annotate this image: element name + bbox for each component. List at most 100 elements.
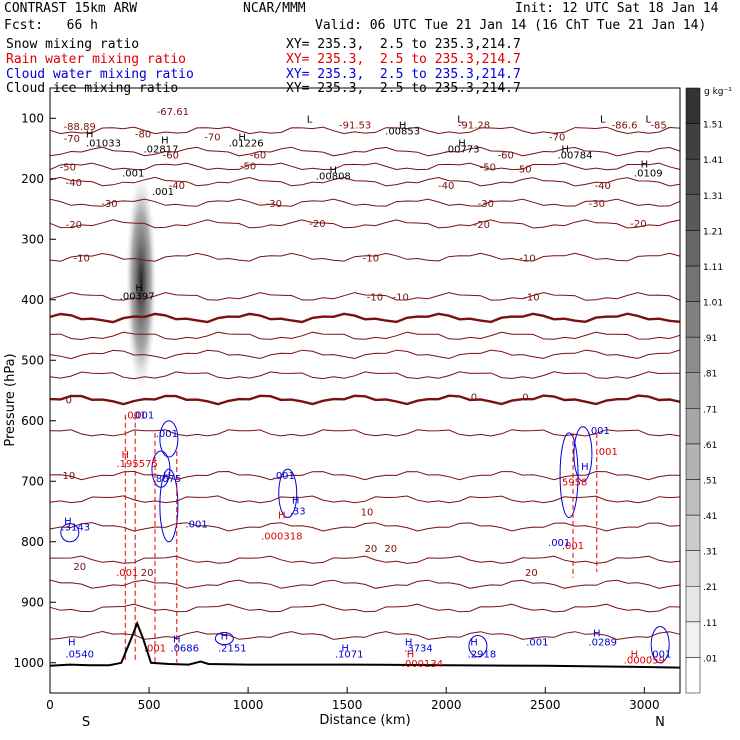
snow-ice-label: H [641,160,649,171]
snow-ice-label: L [457,114,463,125]
y-tick-label: 1000 [13,656,44,670]
colorbar-label: 1.31 [703,192,723,202]
cloud-water-label: H [581,462,589,473]
temperature-label: -10 [367,293,383,304]
temperature-label: -60 [163,151,179,162]
colorbar-label: 1.21 [703,227,723,237]
temperature-contour [49,603,681,613]
temperature-label: -60 [497,151,513,162]
x-tick-label: 3000 [629,698,660,712]
temperature-label: -30 [101,199,117,210]
cloud-water-label: .0540 [65,650,94,661]
y-tick-label: 600 [21,414,44,428]
snow-shading [125,166,158,397]
temperature-contour [49,429,681,437]
rain-label: H [278,511,286,522]
colorbar-cell [685,123,701,160]
colorbar-label: .21 [703,583,717,593]
cloud-water-label: .001 [185,520,207,531]
endpoint-right: N [655,715,665,730]
cloud-water-contour [278,468,298,519]
snow-ice-label: L [600,114,606,125]
snow-ice-label: H [135,284,143,295]
snow-ice-label: H [238,132,246,143]
temperature-contour [50,555,681,565]
temperature-label: -70 [549,132,565,143]
center-title: NCAR/MMM [243,1,306,16]
cloud-water-label: H [292,495,300,506]
colorbar-cell [685,550,701,587]
field-cloudwater-name: Cloud water mixing ratio [6,67,194,82]
y-tick-label: 800 [21,535,44,549]
snow-ice-label: .00773 [445,145,480,156]
temperature-label: -20 [630,219,646,230]
colorbar-label: .71 [703,405,717,415]
y-tick-label: 900 [21,595,44,609]
snow-ice-label: .001 [152,187,174,198]
colorbar-cell [685,585,701,623]
snow-ice-label: H [161,135,169,146]
temperature-label: -30 [478,199,494,210]
temperature-contour [49,126,681,135]
cloud-water-label: H [341,644,349,655]
rain-label: .000318 [261,532,302,543]
temperature-contour [49,292,681,301]
cloud-water-label: .0686 [170,644,199,655]
temperature-label: 20 [365,544,378,555]
cloud-water-label: H [405,638,413,649]
cloud-water-label: H [68,638,76,649]
rain-label: .000134 [402,659,443,670]
temperature-label: -10 [523,293,539,304]
colorbar-cell [685,194,701,231]
rain-label: .001 [144,644,166,655]
colorbar-cell [685,443,701,480]
cloud-water-label: .3143 [61,523,90,534]
x-axis-label: Distance (km) [319,713,410,728]
temperature-label: -30 [266,199,282,210]
cloud-water-label: .001 [273,471,295,482]
cloud-water-label: .001 [132,411,154,422]
colorbar-label: .91 [703,334,717,344]
temperature-label: -40 [438,181,454,192]
temperature-label: 20 [73,562,86,573]
cloud-water-label: .2151 [218,644,247,655]
endpoint-left: S [82,715,90,730]
temperature-label: -10 [519,253,535,264]
temperature-label: -20 [66,220,82,231]
colorbar-label: .41 [703,512,717,522]
colorbar-cell [685,87,701,124]
colorbar-label: 1.51 [703,121,723,131]
x-tick-label: 2000 [431,698,462,712]
temperature-label: -67.61 [157,107,189,118]
rain-label: .001 [116,568,138,579]
cloud-water-label: .0289 [588,638,617,649]
temperature-label: 20 [141,568,154,579]
temperature-contour [49,219,681,229]
rain-label: H [407,650,415,661]
temperature-label: -88.89 [64,122,96,133]
temperature-label: 20 [525,568,538,579]
temperature-contour [49,331,681,341]
temperature-label: 10 [62,471,75,482]
snow-ice-label: .01226 [229,138,264,149]
temperature-label: -50 [515,164,531,175]
cloud-water-label: .3734 [404,644,433,655]
snow-ice-label: H [458,138,466,149]
colorbar-label: .51 [703,476,717,486]
temperature-label: -10 [74,253,90,264]
colorbar-cell [685,265,701,302]
cloud-water-contour [60,523,80,543]
cloud-water-label: H [64,517,72,528]
cloud-water-contour [559,432,579,519]
temperature-contour [49,394,681,406]
temperature-contour [49,371,680,380]
colorbar-unit: g kg⁻¹ [704,87,732,97]
snow-ice-label: H [399,120,407,131]
snow-ice-label: .00808 [316,172,351,183]
colorbar-label: .31 [703,548,717,558]
snow-ice-label: .001 [122,169,144,180]
colorbar-cell [685,372,701,409]
cloud-water-label: .001 [156,429,178,440]
cloud-water-label: .001 [548,538,570,549]
